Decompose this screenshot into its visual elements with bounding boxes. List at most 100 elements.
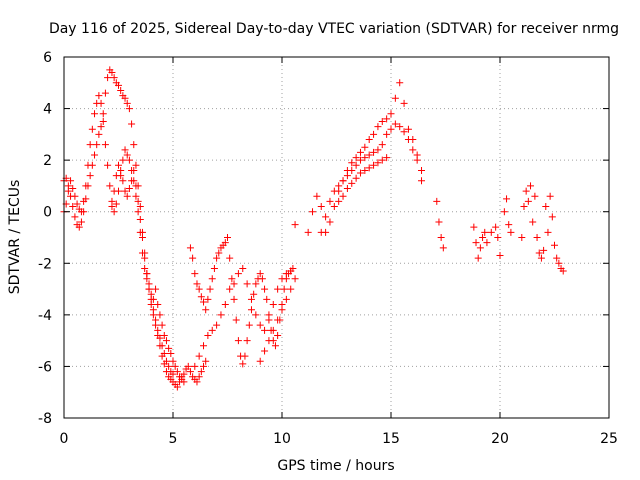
data-point bbox=[226, 254, 234, 262]
data-point bbox=[197, 293, 205, 301]
data-point bbox=[165, 362, 173, 370]
data-point bbox=[123, 151, 131, 159]
series-track-i bbox=[335, 154, 391, 205]
data-point bbox=[134, 197, 142, 205]
data-point bbox=[186, 244, 194, 252]
data-point bbox=[243, 280, 251, 288]
data-point bbox=[121, 146, 129, 154]
data-point bbox=[136, 203, 144, 211]
data-point bbox=[252, 280, 260, 288]
data-point bbox=[136, 215, 144, 223]
data-point bbox=[476, 244, 484, 252]
data-point bbox=[356, 156, 364, 164]
data-point bbox=[404, 125, 412, 133]
data-point bbox=[370, 130, 378, 138]
data-point bbox=[160, 331, 168, 339]
data-point bbox=[77, 218, 85, 226]
data-point bbox=[104, 74, 112, 82]
data-point bbox=[206, 285, 214, 293]
data-point bbox=[141, 264, 149, 272]
data-point bbox=[121, 94, 129, 102]
data-point bbox=[265, 337, 273, 345]
data-point bbox=[86, 172, 94, 180]
data-point bbox=[132, 182, 140, 190]
data-point bbox=[479, 234, 487, 241]
data-point bbox=[483, 239, 491, 247]
data-point bbox=[418, 166, 426, 174]
data-point bbox=[361, 166, 369, 174]
data-point bbox=[247, 295, 255, 303]
data-point bbox=[387, 125, 395, 133]
data-point bbox=[97, 99, 105, 107]
data-point bbox=[200, 298, 208, 306]
data-point bbox=[108, 68, 116, 76]
data-point bbox=[330, 187, 338, 195]
data-point bbox=[110, 74, 118, 82]
data-points bbox=[60, 66, 567, 391]
data-point bbox=[256, 321, 264, 329]
data-point bbox=[234, 337, 242, 345]
data-point bbox=[75, 223, 83, 231]
data-point bbox=[130, 166, 138, 174]
data-point bbox=[527, 182, 535, 190]
data-point bbox=[101, 141, 109, 149]
data-point bbox=[544, 228, 552, 236]
data-point bbox=[352, 154, 360, 162]
data-point bbox=[115, 81, 122, 89]
data-point bbox=[156, 334, 164, 342]
data-point bbox=[470, 223, 478, 231]
data-point bbox=[365, 151, 373, 159]
data-point bbox=[269, 326, 277, 334]
data-point bbox=[361, 154, 369, 162]
data-point bbox=[330, 203, 338, 211]
data-point bbox=[433, 197, 441, 205]
data-point bbox=[171, 362, 179, 370]
data-point bbox=[287, 285, 295, 293]
data-point bbox=[261, 285, 269, 293]
data-point bbox=[128, 120, 136, 128]
data-point bbox=[352, 174, 360, 182]
data-point bbox=[132, 192, 140, 200]
data-point bbox=[67, 177, 75, 185]
data-point bbox=[152, 316, 160, 324]
data-point bbox=[123, 192, 131, 200]
data-point bbox=[533, 234, 541, 241]
data-point bbox=[500, 208, 508, 216]
data-point bbox=[494, 234, 502, 241]
data-point bbox=[437, 234, 445, 241]
data-point bbox=[213, 254, 221, 262]
series-track-f bbox=[256, 275, 299, 365]
data-point bbox=[149, 295, 157, 303]
data-point bbox=[356, 148, 364, 156]
data-point bbox=[258, 275, 266, 283]
data-point bbox=[400, 99, 408, 107]
data-point bbox=[335, 197, 343, 205]
data-point bbox=[200, 342, 208, 350]
data-point bbox=[230, 280, 238, 288]
x-tick-label: 25 bbox=[600, 431, 618, 447]
data-point bbox=[537, 254, 545, 262]
y-tick-label: -2 bbox=[38, 256, 52, 272]
y-tick-label: 2 bbox=[43, 153, 52, 169]
data-point bbox=[125, 156, 133, 164]
data-point bbox=[383, 115, 391, 123]
data-point bbox=[115, 161, 122, 169]
data-point bbox=[348, 179, 356, 187]
data-point bbox=[535, 249, 543, 257]
data-point bbox=[232, 316, 240, 324]
data-point bbox=[119, 177, 127, 185]
data-point bbox=[208, 275, 216, 283]
y-tick-label: -4 bbox=[38, 308, 52, 324]
data-point bbox=[343, 185, 351, 193]
data-point bbox=[204, 295, 212, 303]
data-point bbox=[169, 370, 177, 378]
data-point bbox=[265, 316, 273, 324]
x-tick-label: 10 bbox=[273, 431, 291, 447]
data-point bbox=[200, 362, 208, 370]
data-point bbox=[309, 208, 317, 216]
data-point bbox=[335, 182, 343, 190]
data-point bbox=[156, 311, 164, 319]
data-point bbox=[202, 357, 210, 365]
data-point bbox=[186, 368, 194, 376]
data-point bbox=[184, 362, 192, 370]
